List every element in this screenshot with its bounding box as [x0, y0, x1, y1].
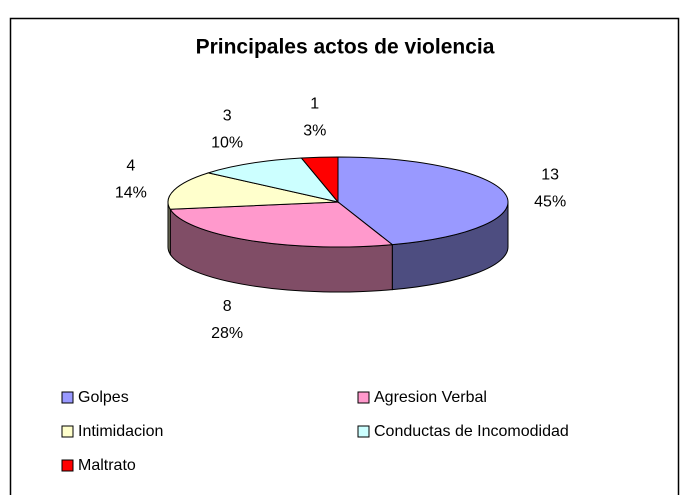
chart-title: Principales actos de violencia	[196, 36, 495, 59]
legend-swatch	[61, 459, 74, 472]
pie-slice	[169, 201, 394, 248]
legend-swatch	[357, 425, 370, 438]
legend-swatch	[61, 425, 74, 438]
percent-label: 45%	[534, 193, 566, 210]
legend-swatch	[61, 391, 74, 404]
legend-swatch	[357, 391, 370, 404]
legend-label: Intimidacion	[78, 423, 163, 440]
pie-slice	[300, 156, 339, 204]
pie-slice	[206, 157, 340, 203]
pie-slice	[337, 156, 509, 246]
percent-label: 28%	[211, 325, 243, 342]
data-label: 4	[126, 157, 135, 174]
legend-label: Golpes	[78, 389, 129, 406]
percent-label: 14%	[115, 184, 147, 201]
legend-label: Conductas de Incomodidad	[374, 423, 569, 440]
data-label: 1	[310, 96, 319, 113]
pie-side	[167, 201, 171, 257]
percent-label: 3%	[303, 123, 326, 140]
percent-label: 10%	[211, 134, 243, 151]
data-label: 13	[541, 166, 559, 183]
pie-slice	[167, 172, 339, 210]
legend-label: Maltrato	[78, 457, 136, 474]
data-label: 8	[223, 298, 232, 315]
data-label: 3	[223, 107, 232, 124]
legend-label: Agresion Verbal	[374, 389, 487, 406]
pie-tops	[167, 156, 509, 248]
